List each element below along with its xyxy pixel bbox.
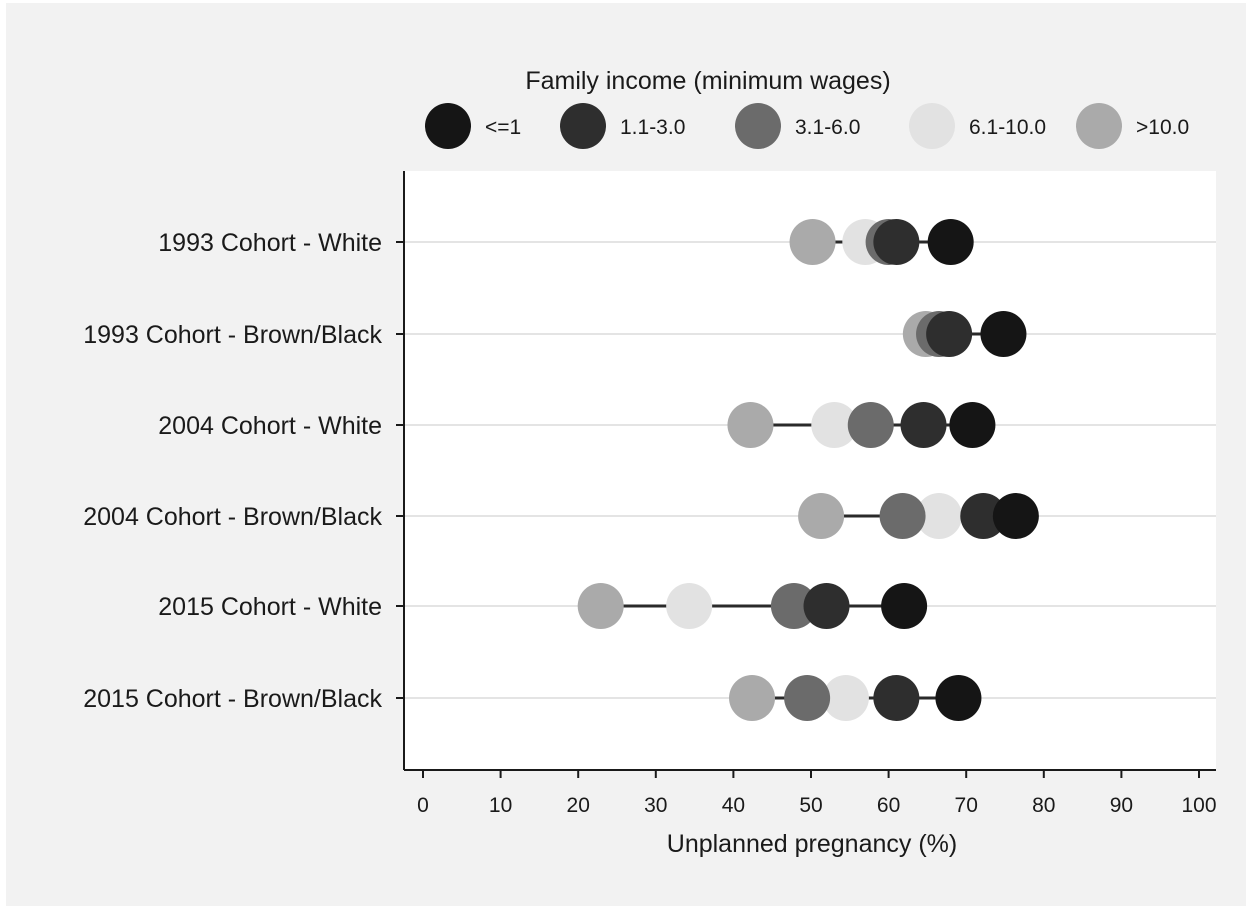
x-tick-label: 70 xyxy=(955,794,978,817)
x-tick-label: 80 xyxy=(1032,794,1055,817)
data-point-series-1 xyxy=(803,583,850,629)
legend-label-1: 1.1-3.0 xyxy=(620,116,685,139)
plot-background xyxy=(404,171,1216,770)
data-point-series-0 xyxy=(935,675,982,721)
legend-marker-3 xyxy=(909,103,955,149)
data-point-series-0 xyxy=(980,311,1027,357)
plot-area: 1993 Cohort - White 1993 Cohort - Brown/B… xyxy=(83,171,1217,817)
data-point-series-2 xyxy=(770,583,817,629)
data-point-series-3 xyxy=(666,583,713,629)
data-point-series-1 xyxy=(873,675,920,721)
data-point-series-4 xyxy=(577,583,624,629)
x-tick-label: 90 xyxy=(1110,794,1133,817)
data-point-series-1 xyxy=(960,493,1007,539)
data-point-series-4 xyxy=(789,219,836,265)
y-tick-label: 2004 Cohort - White xyxy=(158,412,382,440)
x-tick-label: 100 xyxy=(1181,794,1216,817)
data-point-series-0 xyxy=(949,402,996,448)
x-tick-label: 20 xyxy=(567,794,590,817)
legend-marker-0 xyxy=(425,103,471,149)
data-point-series-4 xyxy=(729,675,776,721)
legend: Family income (minimum wages) <=1 1.1-3.0… xyxy=(425,67,1189,149)
legend-marker-1 xyxy=(560,103,606,149)
legend-label-0: <=1 xyxy=(485,116,521,139)
x-tick-label: 30 xyxy=(644,794,667,817)
legend-marker-2 xyxy=(735,103,781,149)
y-tick-label: 2015 Cohort - Brown/Black xyxy=(83,685,382,713)
data-point-series-4 xyxy=(798,493,845,539)
legend-title: Family income (minimum wages) xyxy=(525,67,890,95)
x-tick-label: 0 xyxy=(417,794,429,817)
x-axis-label: Unplanned pregnancy (%) xyxy=(667,830,957,858)
legend-label-3: 6.1-10.0 xyxy=(969,116,1046,139)
x-tick-label: 10 xyxy=(489,794,512,817)
data-point-series-2 xyxy=(784,675,831,721)
data-point-series-1 xyxy=(900,402,947,448)
data-point-series-0 xyxy=(992,493,1039,539)
chart-frame: Family income (minimum wages) <=1 1.1-3.0… xyxy=(6,3,1246,906)
y-tick-label: 2015 Cohort - White xyxy=(158,593,382,621)
data-point-series-0 xyxy=(927,219,974,265)
data-point-series-1 xyxy=(926,311,973,357)
data-point-series-4 xyxy=(727,402,774,448)
data-point-series-2 xyxy=(847,402,894,448)
x-tick-label: 40 xyxy=(722,794,745,817)
y-tick-label: 2004 Cohort - Brown/Black xyxy=(83,503,382,531)
legend-label-2: 3.1-6.0 xyxy=(795,116,860,139)
data-point-series-2 xyxy=(879,493,926,539)
x-tick-label: 60 xyxy=(877,794,900,817)
dot-plot: Family income (minimum wages) <=1 1.1-3.0… xyxy=(83,67,1217,858)
y-tick-label: 1993 Cohort - White xyxy=(158,229,382,257)
data-point-series-1 xyxy=(873,219,920,265)
data-point-series-3 xyxy=(811,402,858,448)
legend-label-4: >10.0 xyxy=(1136,116,1189,139)
data-point-series-3 xyxy=(916,493,963,539)
x-tick-label: 50 xyxy=(799,794,822,817)
data-point-series-0 xyxy=(881,583,928,629)
data-point-series-3 xyxy=(822,675,869,721)
legend-marker-4 xyxy=(1076,103,1122,149)
y-tick-label: 1993 Cohort - Brown/Black xyxy=(83,321,382,349)
